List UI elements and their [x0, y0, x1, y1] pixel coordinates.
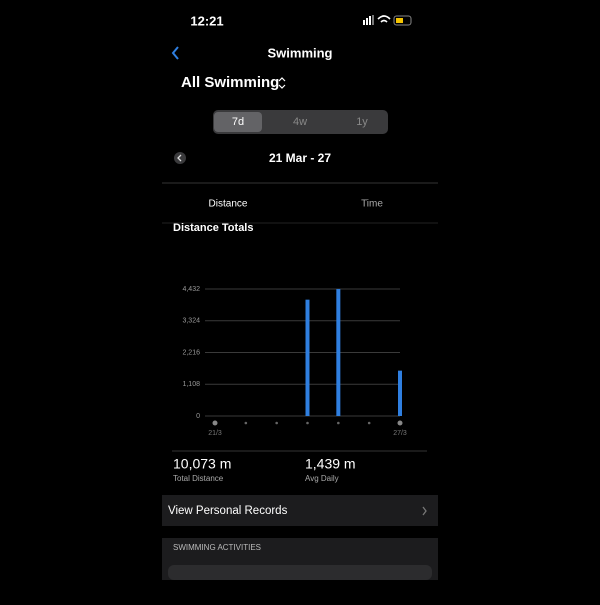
status-time: 12:21 — [190, 13, 223, 28]
section-title: SWIMMING ACTIVITIES — [173, 543, 261, 552]
segment[interactable]: 4w — [293, 116, 307, 128]
day-marker — [397, 420, 403, 426]
row-chevron — [422, 506, 427, 516]
segment[interactable]: 1y — [356, 116, 368, 128]
day-marker — [337, 421, 340, 425]
prev-button[interactable] — [174, 152, 186, 164]
date-range: 21 Mar - 27 — [269, 151, 331, 165]
records-row[interactable] — [162, 495, 438, 526]
stat-label: Total Distance — [173, 474, 224, 483]
tab[interactable]: Distance — [209, 199, 248, 210]
segment[interactable]: 7d — [232, 116, 244, 128]
stat-value: 10,073 m — [173, 456, 231, 472]
segment-selected — [214, 112, 262, 132]
day-marker — [306, 421, 309, 425]
x-tick-label: 27/3 — [393, 430, 407, 437]
x-tick-label: 21/3 — [208, 430, 222, 437]
tab[interactable]: Time — [361, 199, 383, 210]
bar — [398, 370, 402, 416]
day-marker — [212, 420, 218, 426]
day-marker — [244, 421, 248, 425]
filter-chevron — [278, 77, 286, 89]
y-tick-label: 4,432 — [182, 286, 200, 293]
bar — [305, 299, 310, 416]
day-marker — [367, 421, 371, 425]
chart-title: Distance Totals — [173, 222, 254, 234]
y-tick-label: 2,216 — [182, 349, 200, 356]
stat-value: 1,439 m — [305, 456, 356, 472]
back-button[interactable] — [171, 46, 179, 60]
stat-label: Avg Daily — [305, 474, 339, 483]
y-tick-label: 1,108 — [182, 381, 200, 388]
records-link: View Personal Records — [168, 505, 288, 517]
y-tick-label: 3,324 — [182, 318, 200, 325]
activity-card[interactable] — [168, 565, 432, 580]
header-title: Swimming — [267, 45, 332, 60]
bar — [336, 289, 341, 416]
day-marker — [275, 421, 278, 425]
y-tick-label: 0 — [196, 413, 200, 420]
status-icons — [363, 15, 412, 26]
prev-chevron — [177, 154, 182, 162]
filter-menu[interactable]: All Swimming — [181, 74, 279, 91]
